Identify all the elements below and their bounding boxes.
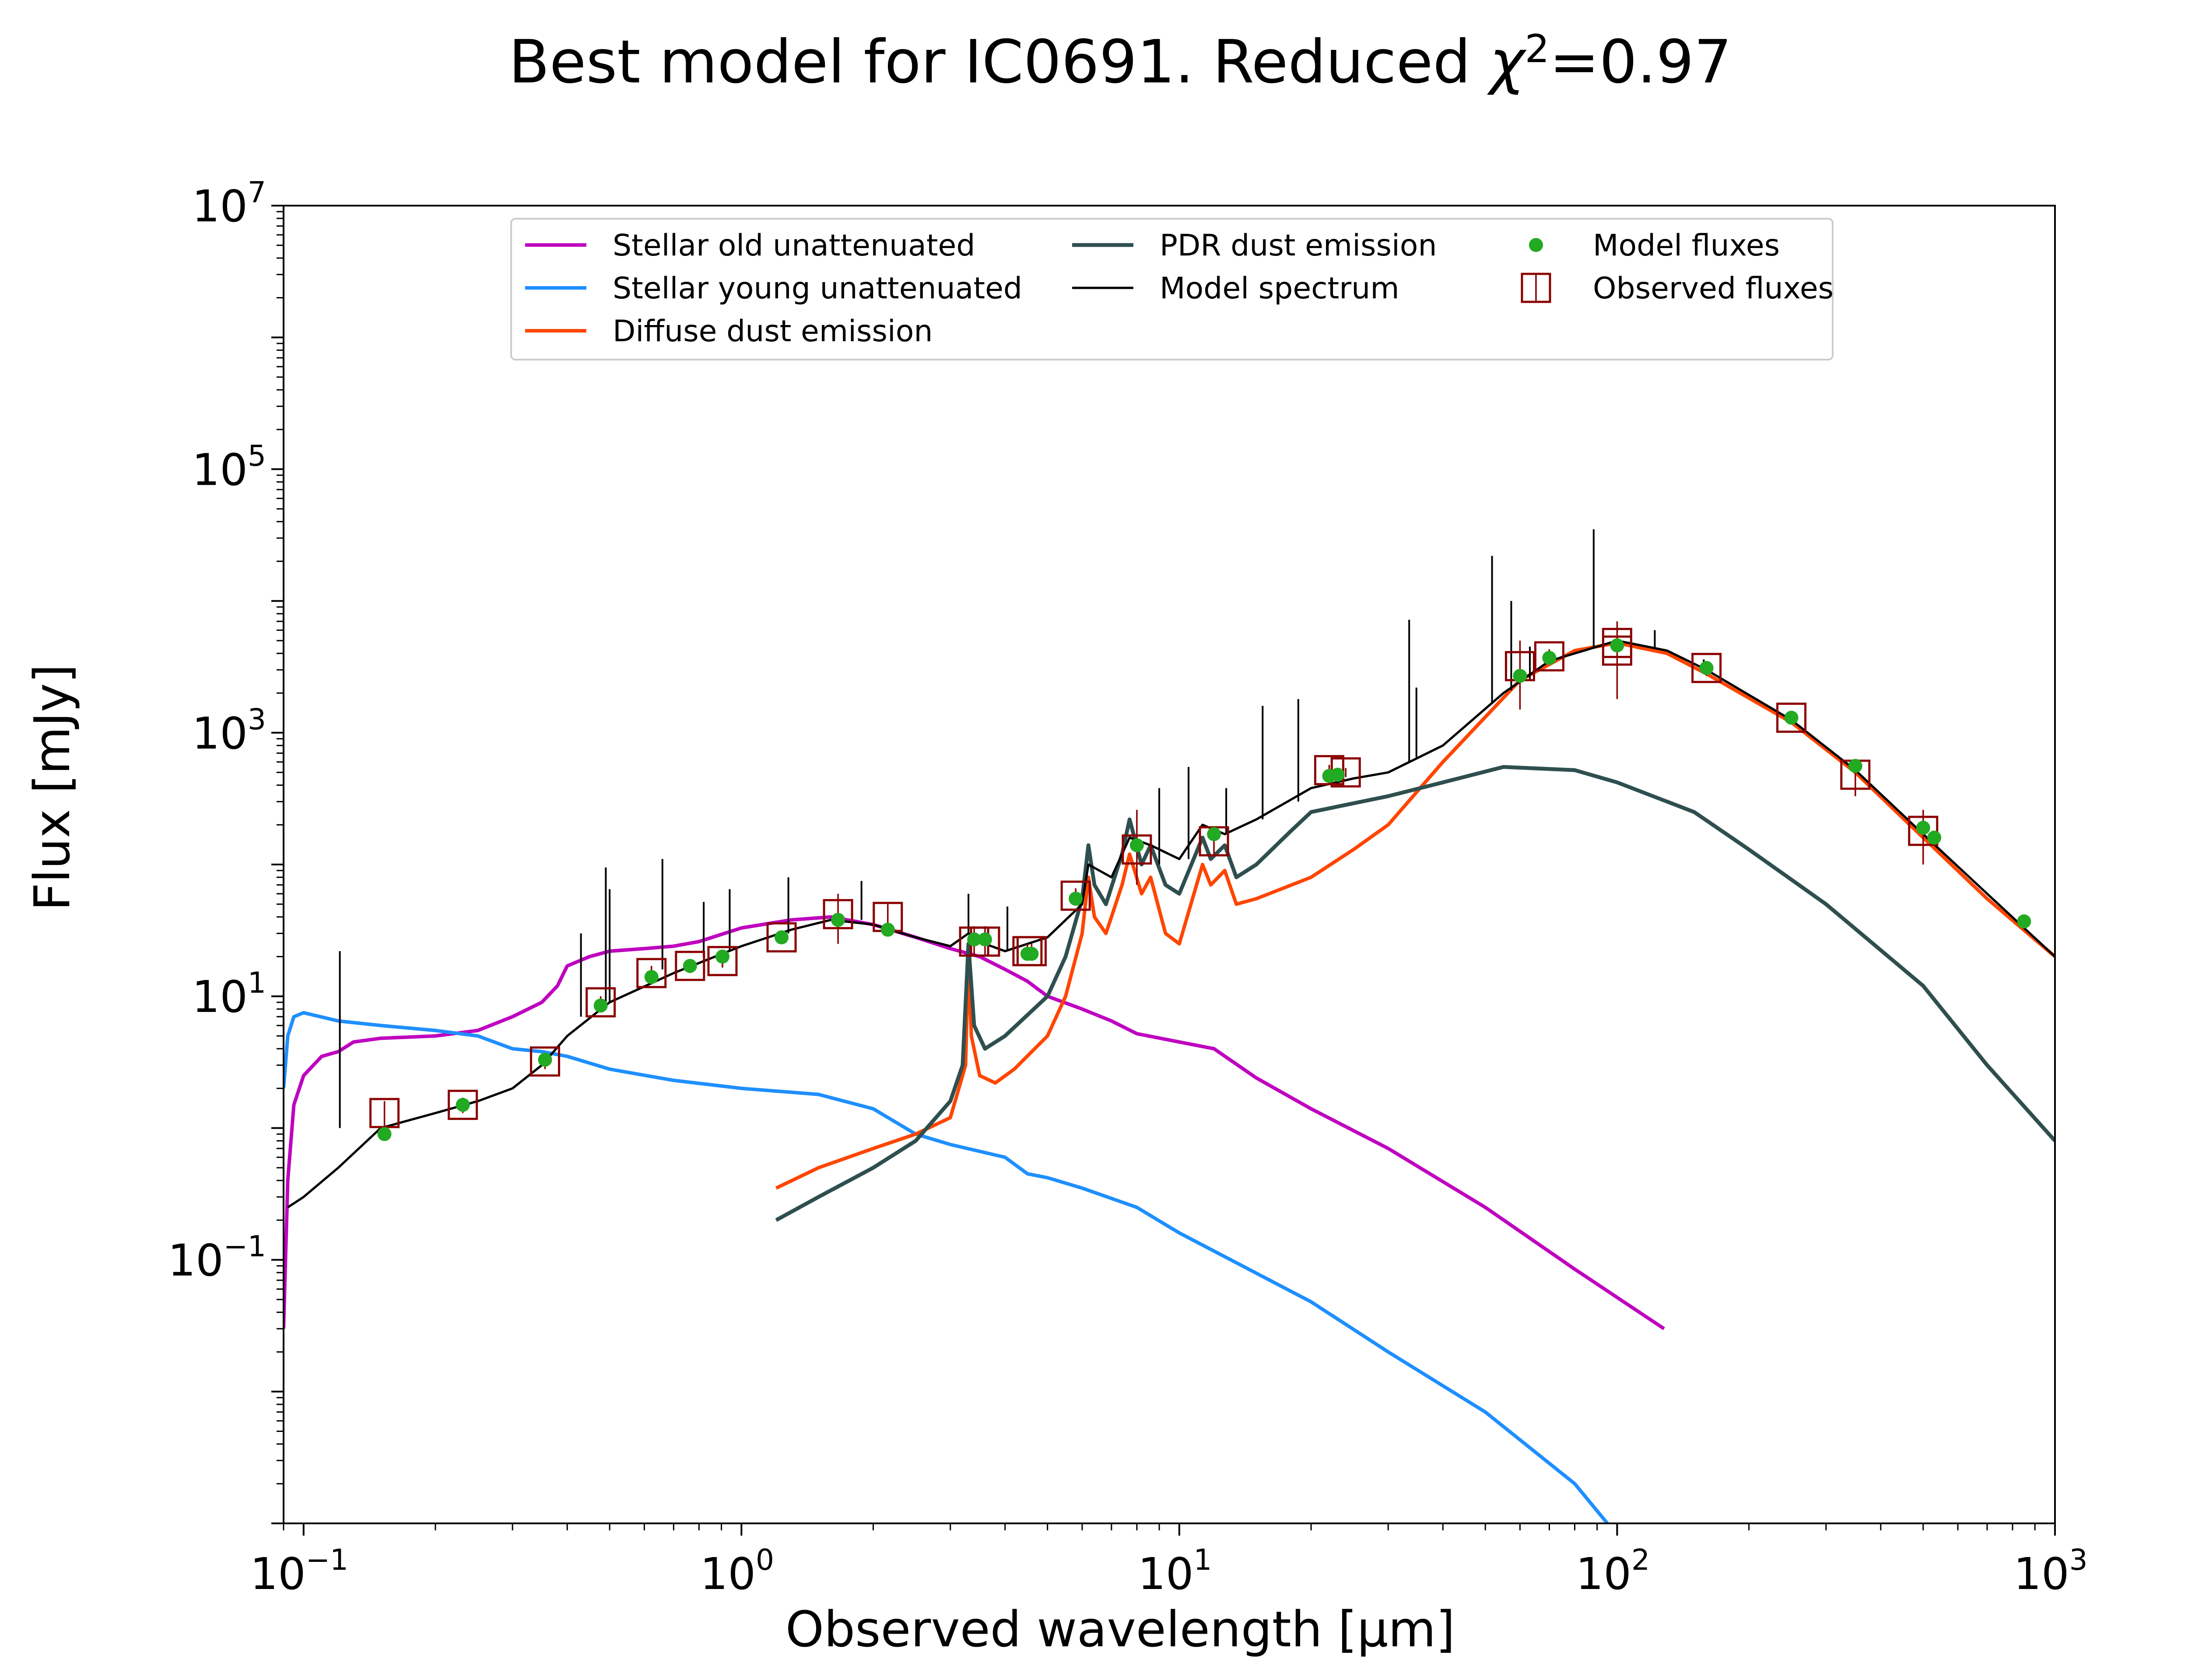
x-tick-label-0: 10−1 [250, 1543, 349, 1600]
model-flux-point-21 [1610, 638, 1624, 653]
legend-label: PDR dust emission [1160, 228, 1437, 263]
model-flux-point-20 [1542, 651, 1557, 665]
x-tick-label-4: 103 [2013, 1543, 2087, 1600]
legend-item-model-fluxes: Model fluxes [1529, 228, 1780, 263]
model-flux-point-1 [456, 1098, 470, 1112]
model-flux-point-18 [1330, 767, 1345, 782]
legend-item-pdr-dust-emission: PDR dust emission [1072, 228, 1437, 263]
y-tick-label-2: 103 [192, 703, 266, 759]
model-flux-point-4 [644, 970, 659, 984]
model-flux-point-26 [1927, 830, 1942, 845]
legend-item-diffuse-dust-emission: Diffuse dust emission [525, 314, 933, 349]
title-main: Best model for IC0691. Reduced [508, 28, 1490, 97]
model-flux-point-16 [1207, 827, 1221, 841]
x-tick-label-1: 100 [700, 1543, 774, 1600]
title-sup: 2 [1525, 26, 1550, 71]
legend-item-stellar-young-unattenuated: Stellar young unattenuated [525, 271, 1022, 306]
series-line-stellar-young-unattenuated [284, 1011, 1609, 1523]
legend-label: Observed fluxes [1593, 271, 1834, 306]
model-flux-point-8 [831, 913, 845, 927]
x-tick-label-3: 102 [1576, 1543, 1650, 1600]
model-flux-point-2 [538, 1053, 552, 1067]
model-flux-point-14 [1069, 892, 1083, 906]
model-flux-point-3 [593, 998, 608, 1013]
observed-flux-point-21 [1602, 621, 1632, 699]
legend-label: Model spectrum [1160, 271, 1399, 306]
plot-frame [283, 205, 2056, 1524]
model-flux-point-15 [1129, 838, 1144, 852]
model-flux-point-25 [1916, 821, 1930, 835]
legend-label: Stellar young unattenuated [613, 271, 1022, 306]
legend-item-observed-fluxes: Observed fluxes [1521, 271, 1834, 306]
model-flux-point-5 [683, 959, 697, 973]
series-line-model-spectrum [287, 639, 2055, 1208]
chart-title: Best model for IC0691. Reduced χ2=0.97 [0, 26, 2188, 97]
legend-item-model-spectrum: Model spectrum [1072, 271, 1399, 306]
y-axis-label: Flux [mJy] [24, 664, 81, 911]
legend-label: Stellar old unattenuated [613, 228, 975, 263]
model-flux-point-9 [880, 923, 895, 937]
y-tick-label-1: 101 [192, 966, 266, 1022]
model-flux-point-10 [967, 932, 982, 947]
model-flux-point-7 [775, 930, 789, 945]
legend-item-stellar-old-unattenuated: Stellar old unattenuated [525, 228, 975, 263]
legend-label: Model fluxes [1593, 228, 1780, 263]
title-value: =0.97 [1549, 28, 1732, 97]
model-flux-point-13 [1024, 947, 1039, 961]
legend-label: Diffuse dust emission [613, 314, 933, 349]
y-tick-label-0: 10−1 [168, 1230, 266, 1286]
x-tick-label-2: 101 [1138, 1543, 1212, 1600]
legend-box [510, 218, 1834, 360]
series-line-pdr-dust-emission [775, 765, 2055, 1222]
series-line-diffuse-dust-emission [775, 641, 2055, 1190]
model-flux-point-22 [1699, 661, 1714, 675]
model-flux-point-6 [715, 949, 729, 964]
observed-flux-point-26 [1908, 810, 1939, 864]
y-tick-label-3: 105 [192, 439, 266, 495]
x-axis-label: Observed wavelength [μm] [785, 1601, 1455, 1658]
model-flux-point-23 [1784, 710, 1799, 725]
series-line-stellar-old-unattenuated [284, 915, 1665, 1330]
y-tick-label-4: 107 [192, 175, 266, 232]
observed-flux-point-0 [369, 1098, 400, 1128]
model-flux-point-27 [2017, 914, 2031, 929]
model-flux-point-24 [1848, 759, 1862, 773]
model-flux-point-19 [1513, 668, 1527, 683]
model-flux-point-0 [377, 1127, 392, 1141]
title-chi: χ [1490, 28, 1525, 97]
model-flux-point-11 [978, 932, 992, 947]
